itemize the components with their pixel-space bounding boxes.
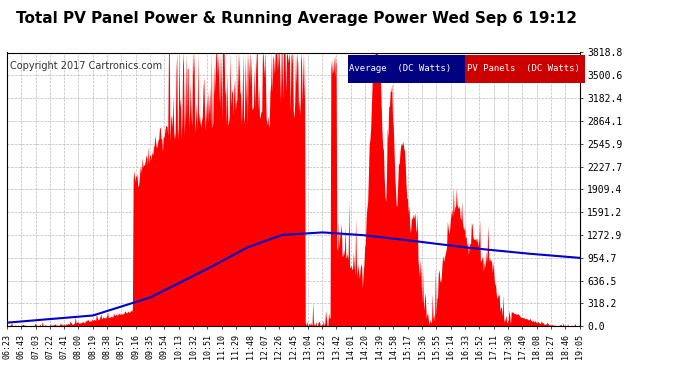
FancyBboxPatch shape: [348, 55, 465, 82]
Text: PV Panels  (DC Watts): PV Panels (DC Watts): [466, 64, 580, 74]
Text: Total PV Panel Power & Running Average Power Wed Sep 6 19:12: Total PV Panel Power & Running Average P…: [16, 11, 578, 26]
Text: Average  (DC Watts): Average (DC Watts): [349, 64, 451, 74]
FancyBboxPatch shape: [465, 55, 585, 82]
Text: Copyright 2017 Cartronics.com: Copyright 2017 Cartronics.com: [10, 61, 162, 71]
